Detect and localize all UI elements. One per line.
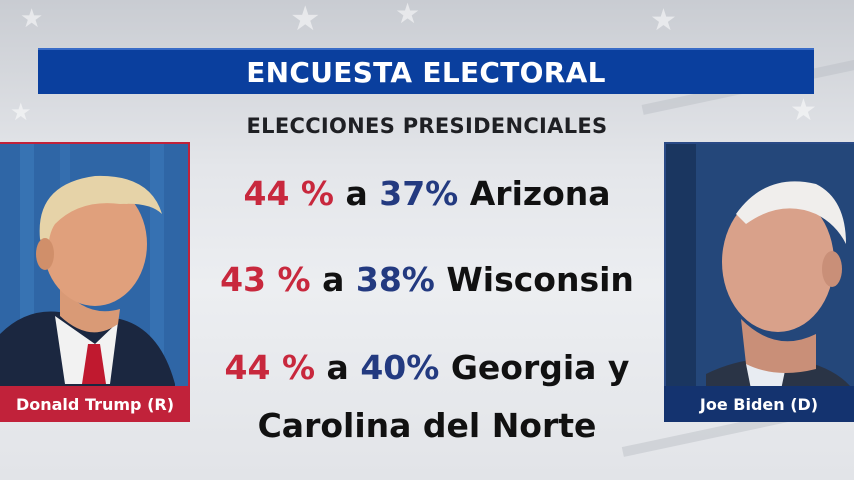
poll-state: Georgia y <box>450 348 630 387</box>
candidate-label-right: Joe Biden (D) <box>664 386 854 422</box>
star-icon: ★ <box>10 98 32 126</box>
republican-percent: 44 % <box>224 348 316 387</box>
star-icon: ★ <box>650 3 677 38</box>
poll-line: 44 % a 40% Georgia y <box>150 348 704 387</box>
portrait-illustration <box>0 144 188 422</box>
star-icon: ★ <box>790 93 817 128</box>
portrait-illustration <box>666 144 854 422</box>
candidate-portrait-right <box>664 142 854 422</box>
star-icon: ★ <box>395 0 421 30</box>
poll-line: 44 % a 37% Arizona <box>150 174 704 213</box>
poll-connector: a <box>345 174 368 213</box>
democrat-percent: 38% <box>355 260 435 299</box>
poll-connector: a <box>326 348 349 387</box>
democrat-percent: 40% <box>360 348 440 387</box>
republican-percent: 44 % <box>243 174 334 213</box>
poll-state: Arizona <box>469 174 611 213</box>
republican-percent: 43 % <box>220 260 311 299</box>
star-icon: ★ <box>290 0 321 39</box>
poll-line: 43 % a 38% Wisconsin <box>150 260 704 299</box>
banner-subtitle: ELECCIONES PRESIDENCIALES <box>246 114 608 138</box>
banner-title: ENCUESTA ELECTORAL <box>246 55 606 89</box>
star-icon: ★ <box>20 4 44 34</box>
poll-state: Wisconsin <box>446 260 634 299</box>
poll-connector: a <box>322 260 345 299</box>
candidate-portrait-left <box>0 142 190 422</box>
democrat-percent: 37% <box>379 174 459 213</box>
candidate-label-left: Donald Trump (R) <box>0 386 190 422</box>
poll-state-continuation: Carolina del Norte <box>257 406 597 445</box>
title-banner: ENCUESTA ELECTORAL <box>38 48 814 94</box>
